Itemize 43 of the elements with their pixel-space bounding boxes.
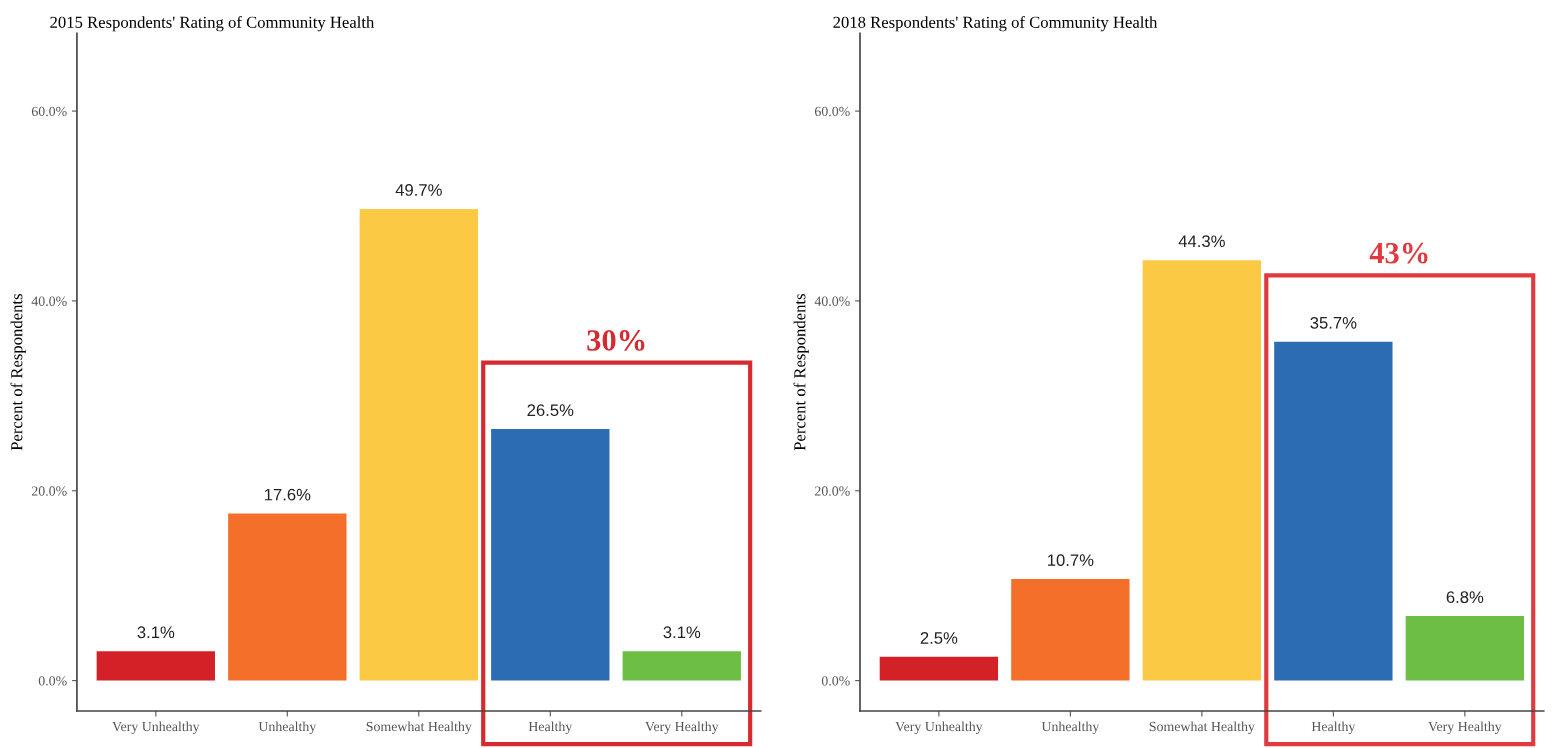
- y-tick-label: 60.0%: [814, 106, 850, 117]
- data-label: 35.7%: [1310, 316, 1357, 329]
- annotation: 43%: [1369, 242, 1428, 264]
- chart-title: 2018 Respondents' Rating of Community Health: [833, 16, 1158, 32]
- bar: [622, 651, 741, 681]
- data-label: 3.1%: [137, 626, 175, 639]
- data-label: 49.7%: [395, 184, 442, 196]
- y-tick-label: 60.0%: [31, 106, 67, 117]
- x-tick-label: Somewhat Healthy: [366, 721, 472, 735]
- bar: [359, 208, 478, 681]
- data-label: 10.7%: [1048, 554, 1094, 567]
- x-tick-label: Healthy: [1311, 721, 1356, 735]
- y-tick-label: 20.0%: [815, 486, 850, 496]
- bar: [879, 656, 999, 681]
- x-tick-label: Very Healthy: [645, 721, 719, 735]
- y-tick-label: 0.0%: [821, 676, 850, 686]
- data-label: 2.5%: [920, 632, 958, 644]
- data-label: 44.3%: [1178, 235, 1225, 248]
- y-tick-label: 40.0%: [814, 296, 850, 306]
- x-tick-label: Very Unhealthy: [112, 721, 200, 735]
- bar: [1405, 616, 1525, 681]
- x-tick-label: Healthy: [528, 721, 573, 735]
- y-axis-title: Percent of Respondents: [793, 294, 809, 451]
- x-tick-label: Very Healthy: [1428, 721, 1502, 735]
- x-tick-label: Unhealthy: [258, 721, 317, 735]
- chart-title: 2015 Respondents' Rating of Community Health: [50, 16, 375, 32]
- bar: [96, 651, 215, 681]
- x-tick-label: Unhealthy: [1041, 721, 1100, 735]
- y-tick-label: 20.0%: [31, 486, 67, 496]
- y-axis-title: Percent of Respondents: [10, 294, 26, 451]
- x-tick-label: Somewhat Healthy: [1149, 721, 1255, 735]
- bar: [228, 513, 347, 681]
- bar: [1274, 341, 1393, 681]
- y-tick-label: 0.0%: [38, 676, 67, 686]
- bar: [491, 429, 610, 681]
- data-label: 17.6%: [264, 488, 311, 501]
- y-tick-label: 40.0%: [31, 296, 67, 306]
- bar: [1011, 579, 1130, 681]
- annotation: 30%: [587, 330, 645, 351]
- data-label: 3.1%: [663, 626, 701, 639]
- data-label: 26.5%: [527, 404, 574, 417]
- data-label: 6.8%: [1446, 591, 1484, 604]
- x-tick-label: Very Unhealthy: [895, 721, 983, 735]
